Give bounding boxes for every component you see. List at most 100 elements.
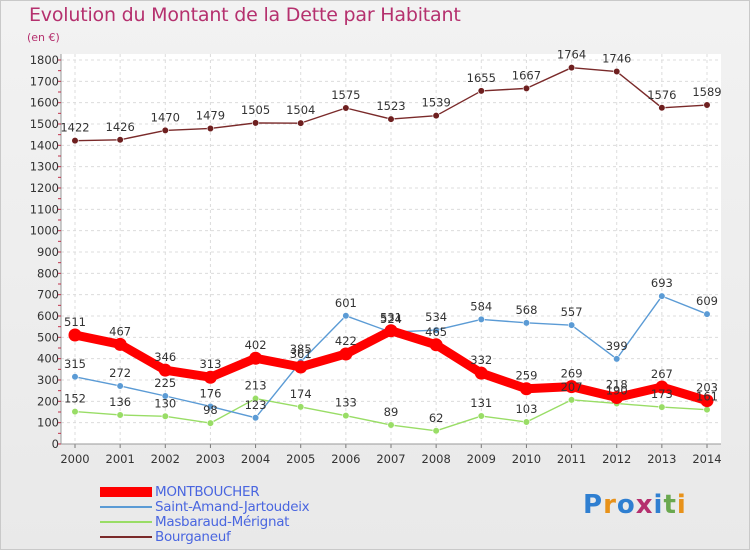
data-label: 207 bbox=[561, 380, 583, 394]
data-label: 1505 bbox=[241, 103, 270, 117]
data-label: 136 bbox=[109, 395, 131, 409]
data-point bbox=[519, 382, 533, 396]
data-label: 1575 bbox=[331, 88, 360, 102]
data-label: 1426 bbox=[106, 120, 135, 134]
data-label: 1746 bbox=[602, 52, 631, 66]
data-label: 601 bbox=[335, 296, 357, 310]
y-tick-label: 700 bbox=[37, 288, 59, 302]
data-label: 1539 bbox=[422, 96, 451, 110]
data-label: 190 bbox=[606, 383, 628, 397]
data-point bbox=[384, 324, 398, 338]
x-tick-label: 2011 bbox=[557, 452, 586, 466]
y-tick-label: 1500 bbox=[30, 117, 59, 131]
data-point bbox=[339, 347, 353, 361]
y-tick-label: 100 bbox=[37, 416, 59, 430]
data-label: 269 bbox=[561, 367, 583, 381]
data-point bbox=[703, 101, 711, 109]
data-label: 385 bbox=[290, 342, 312, 356]
data-label: 98 bbox=[203, 403, 218, 417]
data-label: 511 bbox=[64, 315, 86, 329]
legend-swatch bbox=[100, 521, 152, 523]
x-tick-label: 2000 bbox=[60, 452, 89, 466]
data-point bbox=[610, 390, 624, 404]
data-label: 524 bbox=[380, 312, 402, 326]
data-point bbox=[251, 394, 260, 403]
data-point bbox=[658, 104, 666, 112]
y-tick-label: 1100 bbox=[30, 202, 59, 216]
y-tick-label: 200 bbox=[37, 394, 59, 408]
x-tick-label: 2013 bbox=[647, 452, 676, 466]
data-point bbox=[297, 403, 305, 411]
y-tick-label: 1800 bbox=[30, 53, 59, 67]
logo-letter: t bbox=[663, 490, 677, 520]
data-label: 89 bbox=[384, 405, 399, 419]
data-point bbox=[565, 380, 579, 394]
x-tick-label: 2012 bbox=[602, 452, 631, 466]
data-label: 1470 bbox=[151, 110, 180, 124]
data-label: 225 bbox=[154, 376, 176, 390]
data-point bbox=[161, 412, 169, 420]
chart-subtitle: (en €) bbox=[27, 31, 60, 44]
y-tick-label: 300 bbox=[37, 373, 59, 387]
x-tick-label: 2008 bbox=[422, 452, 451, 466]
data-point bbox=[477, 315, 485, 324]
data-point bbox=[522, 84, 531, 92]
legend-label: Saint-Amand-Jartoudeix bbox=[155, 499, 310, 515]
logo-letter: P bbox=[583, 490, 604, 520]
legend-label: MONTBOUCHER bbox=[155, 484, 260, 500]
data-point bbox=[297, 119, 305, 127]
x-tick-label: 2014 bbox=[692, 452, 721, 466]
x-tick-label: 2005 bbox=[286, 452, 315, 466]
data-point bbox=[703, 310, 711, 318]
data-label: 213 bbox=[245, 379, 267, 393]
data-label: 315 bbox=[64, 357, 86, 371]
x-tick-label: 2004 bbox=[241, 452, 270, 466]
data-point bbox=[432, 427, 440, 435]
data-point bbox=[294, 360, 308, 374]
x-tick-label: 2006 bbox=[331, 452, 360, 466]
data-label: 152 bbox=[64, 392, 86, 406]
data-point bbox=[251, 119, 260, 127]
data-label: 465 bbox=[425, 325, 447, 339]
data-point bbox=[477, 87, 485, 95]
data-point bbox=[700, 394, 714, 408]
data-point bbox=[474, 366, 488, 380]
data-point bbox=[655, 380, 669, 394]
data-label: 346 bbox=[154, 350, 176, 364]
y-tick-label: 1000 bbox=[30, 224, 59, 238]
x-tick-label: 2001 bbox=[106, 452, 135, 466]
data-label: 584 bbox=[470, 299, 492, 313]
data-label: 313 bbox=[199, 357, 221, 371]
y-tick-label: 600 bbox=[37, 309, 59, 323]
data-point bbox=[71, 137, 79, 145]
data-label: 467 bbox=[109, 324, 131, 338]
legend-swatch bbox=[100, 506, 152, 508]
data-label: 174 bbox=[290, 387, 312, 401]
data-label: 103 bbox=[515, 402, 537, 416]
data-label: 1655 bbox=[467, 71, 496, 85]
data-label: 267 bbox=[651, 367, 673, 381]
legend-swatch bbox=[100, 536, 152, 538]
data-point bbox=[249, 351, 263, 365]
data-point bbox=[613, 355, 621, 363]
data-point bbox=[432, 326, 440, 334]
data-point bbox=[71, 373, 79, 381]
data-point bbox=[206, 419, 215, 427]
data-point bbox=[522, 319, 531, 327]
data-point bbox=[387, 115, 395, 123]
data-label: 1576 bbox=[647, 88, 676, 102]
data-point bbox=[116, 411, 124, 419]
data-point bbox=[613, 67, 621, 76]
data-label: 534 bbox=[425, 310, 447, 324]
data-point bbox=[342, 412, 350, 420]
y-tick-label: 1600 bbox=[30, 96, 59, 110]
data-label: 130 bbox=[154, 396, 176, 410]
legend-swatch bbox=[100, 487, 152, 497]
data-point bbox=[429, 338, 443, 352]
legend-label: Masbaraud-Mérignat bbox=[155, 514, 290, 530]
y-tick-label: 1300 bbox=[30, 160, 59, 174]
data-point bbox=[206, 124, 215, 133]
x-tick-label: 2010 bbox=[512, 452, 541, 466]
y-tick-label: 1700 bbox=[30, 74, 59, 88]
